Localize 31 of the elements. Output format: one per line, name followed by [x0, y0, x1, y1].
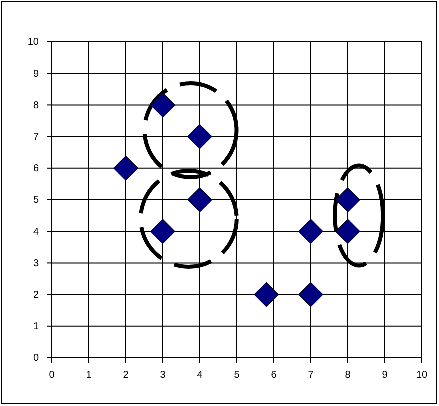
y-tick-label: 6 [33, 164, 40, 175]
x-tick-label: 9 [382, 370, 388, 381]
x-tick-label: 0 [49, 370, 56, 381]
y-tick-label: 3 [33, 258, 40, 270]
x-tick-label: 8 [345, 370, 352, 381]
x-tick-label: 6 [271, 370, 278, 381]
point [150, 219, 176, 244]
y-tick-label: 9 [33, 68, 40, 80]
y-tick-label: 4 [33, 226, 40, 238]
y-tick-label: 1 [33, 322, 40, 333]
x-tick-label: 5 [234, 370, 240, 381]
y-tick-label: 0 [33, 353, 40, 364]
y-tick-label: 8 [33, 100, 40, 112]
point [114, 156, 138, 181]
y-tick-label: 5 [33, 195, 40, 206]
x-tick-label: 7 [308, 370, 314, 381]
point [298, 219, 324, 244]
y-tick-label: 10 [28, 37, 40, 48]
x-tick-label: 2 [123, 370, 130, 381]
x-tick-label: 4 [197, 370, 204, 381]
y-tick-label: 7 [33, 132, 40, 143]
point [254, 282, 280, 308]
point [150, 92, 176, 118]
x-tick-label: 10 [416, 370, 428, 381]
y-tick-label: 2 [33, 290, 40, 301]
x-tick-label: 1 [86, 370, 92, 381]
point [188, 188, 212, 212]
point [298, 282, 324, 308]
x-tick-label: 3 [160, 370, 166, 381]
point [336, 188, 360, 212]
point [336, 219, 360, 244]
